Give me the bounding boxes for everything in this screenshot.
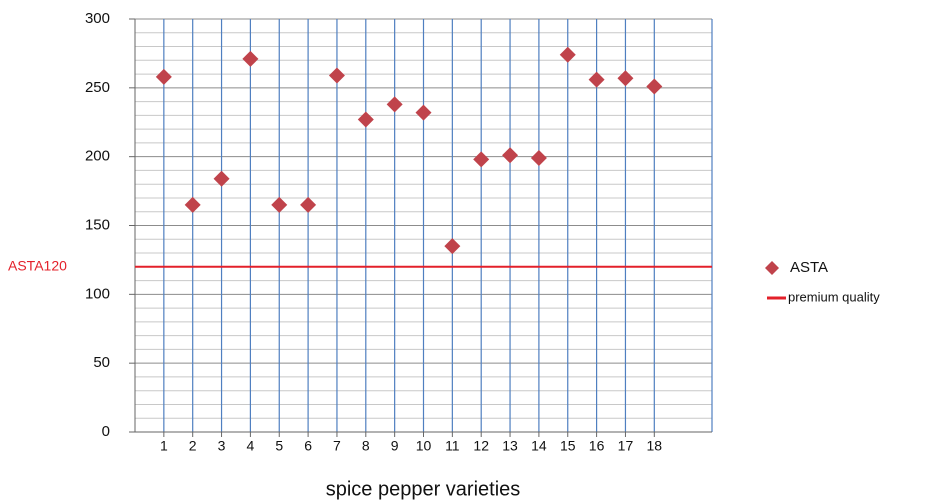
x-tick-label: 18 — [647, 438, 663, 454]
point — [328, 67, 345, 84]
point — [415, 104, 432, 121]
legend-label: ASTA — [790, 259, 828, 276]
point — [155, 68, 172, 85]
x-tick-label: 5 — [275, 438, 283, 454]
point — [357, 111, 374, 128]
legend-swatch — [765, 261, 779, 275]
x-tick-label: 12 — [473, 438, 489, 454]
y-tick-label: 250 — [85, 79, 110, 96]
point — [271, 196, 288, 213]
x-tick-label: 8 — [362, 438, 370, 454]
x-tick-label: 4 — [247, 438, 255, 454]
point — [213, 170, 230, 187]
x-tick-label: 10 — [416, 438, 432, 454]
point — [559, 46, 576, 63]
y-tick-label: 0 — [102, 423, 110, 440]
x-tick-label: 16 — [589, 438, 605, 454]
x-tick-label: 1 — [160, 438, 168, 454]
y-tick-label: 300 — [85, 10, 110, 27]
x-tick-label: 3 — [218, 438, 226, 454]
x-tick-label: 6 — [304, 438, 312, 454]
point — [184, 196, 201, 213]
x-tick-label: 9 — [391, 438, 399, 454]
point — [588, 71, 605, 88]
point — [444, 238, 461, 255]
x-tick-label: 2 — [189, 438, 197, 454]
point — [473, 151, 490, 168]
x-axis-title: spice pepper varieties — [326, 478, 521, 500]
point — [502, 147, 519, 164]
x-tick-label: 14 — [531, 438, 547, 454]
point — [530, 150, 547, 167]
y-tick-label: 100 — [85, 285, 110, 302]
point — [386, 96, 403, 113]
x-tick-label: 15 — [560, 438, 576, 454]
legend-label: premium quality — [788, 289, 880, 304]
x-tick-label: 17 — [618, 438, 634, 454]
y-tick-label: 200 — [85, 148, 110, 165]
point — [300, 196, 317, 213]
point — [617, 70, 634, 87]
x-tick-label: 7 — [333, 438, 341, 454]
reference-label: ASTA120 — [8, 258, 67, 274]
y-tick-label: 150 — [85, 216, 110, 233]
point — [242, 50, 259, 67]
point — [646, 78, 663, 95]
x-tick-label: 13 — [502, 438, 518, 454]
x-tick-label: 11 — [445, 438, 460, 454]
y-tick-label: 50 — [93, 354, 110, 371]
